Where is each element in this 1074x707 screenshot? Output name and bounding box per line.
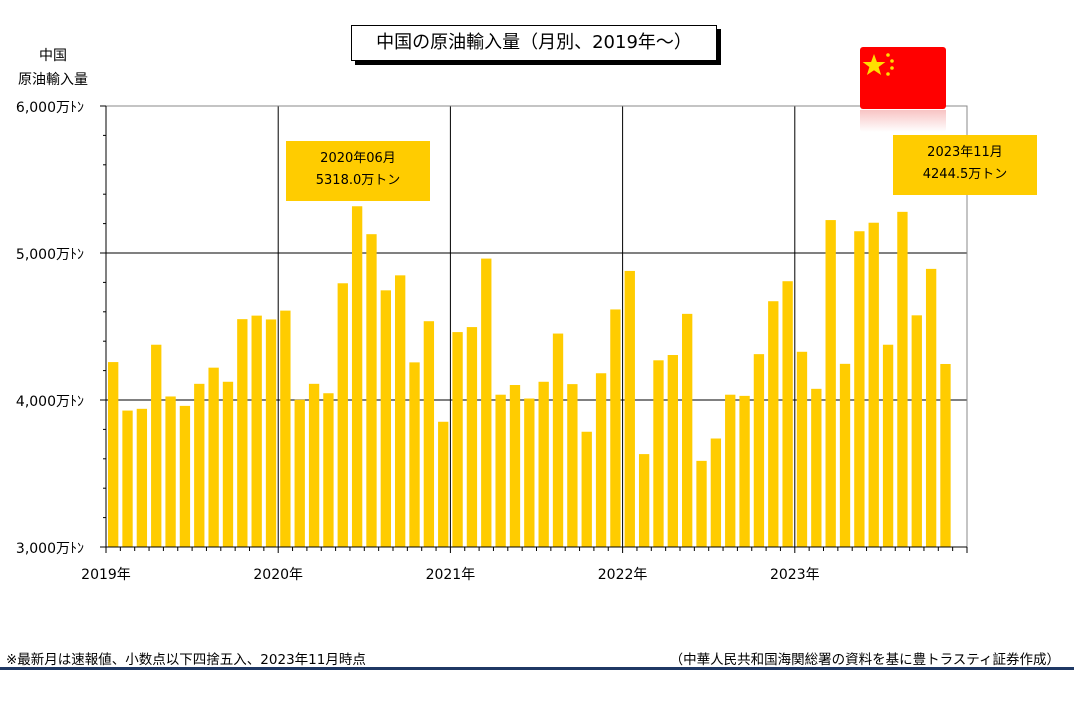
y-tick-labels: 3,000万ﾄﾝ 4,000万ﾄﾝ 5,000万ﾄﾝ 6,000万ﾄﾝ (16, 100, 84, 557)
bar (725, 394, 736, 547)
bar (509, 385, 521, 547)
callout-period: 2020年06月 (320, 151, 396, 166)
y-axis-label-line2: 原油輸入量 (18, 72, 88, 88)
bar-series (108, 206, 951, 548)
bar (667, 355, 678, 547)
bar (610, 309, 621, 547)
china-flag-icon (860, 47, 946, 109)
bar (524, 398, 535, 547)
bar (108, 362, 119, 547)
bar (323, 393, 334, 547)
y-axis-label-line1: 中国 (39, 48, 67, 64)
x-tick-labels: 2019年 2020年 2021年 2022年 2023年 (81, 567, 819, 583)
bar (811, 388, 822, 547)
bar (265, 319, 277, 547)
gridlines (105, 105, 968, 548)
bar (710, 438, 722, 547)
chart-title: 中国の原油輸入量（月別、2019年～） (351, 25, 717, 61)
bar (495, 394, 506, 547)
bar (380, 290, 391, 547)
plot-border (105, 105, 968, 548)
callout-2023-11: 2023年11月 4244.5万トン (893, 135, 1037, 195)
footnote-left: ※最新月は速報値、小数点以下四捨五入、2023年11月時点 (6, 652, 366, 668)
x-tick-label: 2023年 (770, 567, 820, 583)
bar (438, 421, 449, 547)
bar (552, 333, 564, 547)
bar (882, 344, 894, 547)
bar (366, 234, 377, 547)
bar (194, 383, 205, 547)
bar (897, 211, 908, 547)
bar (638, 454, 650, 547)
bar (280, 310, 291, 547)
bar (624, 270, 635, 547)
y-tick-label: 6,000万ﾄﾝ (16, 100, 84, 116)
bar (653, 360, 664, 547)
bar (337, 283, 348, 547)
bar (782, 281, 793, 547)
bar (423, 321, 435, 547)
bar (165, 396, 176, 547)
bar (409, 362, 420, 547)
y-tick-label: 4,000万ﾄﾝ (16, 394, 84, 410)
bar (538, 381, 549, 547)
flag-reflection (860, 110, 946, 132)
bar (595, 373, 607, 547)
bar (351, 206, 363, 547)
bar (179, 405, 191, 547)
bottom-rule (0, 667, 1074, 670)
bar (825, 220, 836, 547)
bar (753, 354, 765, 547)
x-tick-label: 2022年 (598, 567, 648, 583)
x-tick-label: 2021年 (426, 567, 476, 583)
bar (796, 351, 808, 547)
bar (854, 231, 865, 548)
bar (768, 301, 779, 547)
bar (466, 327, 478, 547)
callout-2020-06: 2020年06月 5318.0万トン (286, 141, 430, 201)
callout-value: 4244.5万トン (922, 167, 1008, 182)
callout-period: 2023年11月 (927, 145, 1003, 160)
bar (136, 408, 148, 547)
bar (481, 258, 492, 547)
bar (151, 344, 162, 547)
bar (237, 319, 248, 547)
bar (868, 222, 879, 547)
bar (395, 275, 406, 547)
x-tick-label: 2020年 (253, 567, 303, 583)
bar (567, 384, 578, 547)
callout-value: 5318.0万トン (315, 173, 401, 188)
bar (581, 431, 592, 547)
bar (925, 268, 937, 547)
x-tick-label: 2019年 (81, 567, 131, 583)
bar (308, 383, 320, 547)
y-tick-label: 5,000万ﾄﾝ (16, 247, 84, 263)
bar (222, 381, 234, 547)
axes (100, 105, 968, 553)
bar (911, 315, 922, 547)
bar (251, 315, 262, 547)
bar (452, 332, 463, 547)
y-tick-label: 3,000万ﾄﾝ (16, 541, 84, 557)
y-axis-label: 中国 原油輸入量 (10, 44, 96, 92)
bar (682, 313, 693, 547)
bar (696, 460, 707, 547)
bar (940, 363, 951, 547)
bar (839, 363, 851, 547)
bar (739, 395, 750, 547)
bar (294, 399, 305, 547)
bar (122, 410, 133, 547)
footnote-right: （中華人民共和国海関総署の資料を基に豊トラスティ証券作成） (669, 652, 1060, 668)
bar (208, 367, 219, 547)
